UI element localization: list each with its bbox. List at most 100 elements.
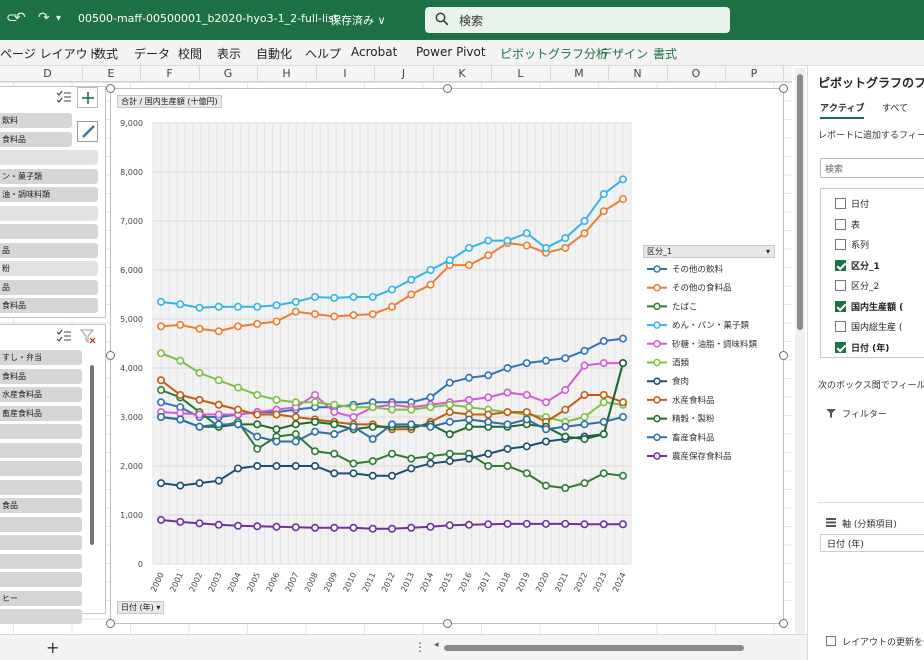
slicer-item[interactable]: [0, 224, 98, 239]
slicer-item[interactable]: [0, 553, 82, 569]
field-item[interactable]: 日付 (年): [835, 341, 889, 355]
ribbon-tab[interactable]: Power Pivot: [416, 45, 486, 59]
pivot-chart[interactable]: 合計 / 国内生産額 (十億円) 0 1,000 2,000 3,000 4,000 5,…: [110, 88, 784, 624]
field-checkbox[interactable]: [835, 259, 846, 271]
column-header[interactable]: N: [633, 67, 642, 80]
column-header[interactable]: H: [282, 67, 291, 80]
slicer-item[interactable]: 食料品: [0, 368, 82, 384]
resize-handle[interactable]: [779, 351, 788, 360]
column-header[interactable]: O: [691, 67, 701, 80]
slicer-item[interactable]: 食品: [0, 498, 82, 513]
slicer-scrollbar[interactable]: [90, 365, 94, 545]
chart-style-button[interactable]: [77, 121, 98, 142]
field-item[interactable]: 国内生産額 (: [835, 300, 903, 314]
value-field-button[interactable]: 合計 / 国内生産額 (十億円): [117, 95, 222, 108]
scroll-left-icon[interactable]: ◂: [434, 640, 439, 650]
ribbon-tab[interactable]: デザイン: [600, 47, 649, 61]
slicer-item[interactable]: 品: [0, 279, 98, 295]
slicer-item[interactable]: 水産食料品: [0, 387, 82, 402]
horizontal-scrollbar[interactable]: ◂: [434, 640, 792, 653]
slicer-item[interactable]: [0, 572, 82, 587]
column-header[interactable]: E: [107, 67, 115, 80]
undo-icon[interactable]: ↶: [14, 10, 26, 26]
file-name[interactable]: 00500-maff-00500001_b2020-hyo3-1_2-full-…: [78, 12, 349, 25]
field-checkbox[interactable]: [835, 321, 846, 332]
multi-select-icon[interactable]: [56, 90, 72, 104]
slicer-item[interactable]: 食料品: [0, 298, 98, 313]
clear-filter-icon[interactable]: [80, 328, 96, 344]
column-separator[interactable]: [374, 66, 375, 82]
field-item[interactable]: 表: [835, 218, 860, 232]
multi-select-icon[interactable]: [56, 329, 72, 343]
column-header[interactable]: P: [750, 67, 758, 80]
ribbon-tab[interactable]: 書式: [653, 47, 678, 61]
field-checkbox[interactable]: [835, 218, 846, 230]
column-header[interactable]: G: [223, 67, 233, 80]
slicer-item[interactable]: 飲料: [0, 113, 72, 128]
vertical-scrollbar[interactable]: [795, 68, 805, 634]
search-box[interactable]: 検索: [425, 7, 730, 33]
column-separator[interactable]: [783, 66, 784, 82]
column-header[interactable]: M: [574, 67, 584, 80]
column-separator[interactable]: [608, 66, 609, 82]
column-header[interactable]: F: [166, 67, 173, 80]
column-separator[interactable]: [316, 66, 317, 82]
slicer-item[interactable]: [0, 461, 82, 476]
column-header[interactable]: I: [343, 67, 347, 80]
resize-handle[interactable]: [443, 84, 452, 93]
saved-status[interactable]: 保存済み ∨: [330, 14, 386, 27]
tab-active[interactable]: アクティブ: [820, 101, 865, 119]
slicer-item[interactable]: 粉: [0, 261, 98, 276]
resize-handle[interactable]: [779, 84, 788, 93]
field-search-input[interactable]: 検索: [820, 158, 924, 178]
ribbon-tab[interactable]: 数式: [94, 47, 119, 61]
ribbon-tab[interactable]: データ: [134, 47, 171, 61]
slicer-item[interactable]: [0, 516, 82, 532]
field-checkbox[interactable]: [835, 280, 846, 291]
slicer-item[interactable]: ン・菓子類: [0, 168, 98, 184]
column-separator[interactable]: [433, 66, 434, 82]
column-separator[interactable]: [550, 66, 551, 82]
slicer-item[interactable]: すし・弁当: [0, 350, 82, 365]
resize-handle[interactable]: [106, 351, 115, 360]
slicer-item[interactable]: 油・調味料類: [0, 187, 98, 202]
ribbon-tab[interactable]: 表示: [217, 47, 242, 61]
slicer-item[interactable]: 食料品: [0, 131, 72, 147]
resize-handle[interactable]: [779, 619, 788, 628]
ribbon-tab[interactable]: ページ レイアウト: [0, 47, 100, 61]
quick-access-dropdown-icon[interactable]: ▾: [56, 13, 62, 24]
resize-handle[interactable]: [106, 84, 115, 93]
column-separator[interactable]: [725, 66, 726, 82]
slicer-item[interactable]: [0, 150, 98, 165]
autosave-icon[interactable]: ⊂: [6, 10, 18, 26]
slicer-item[interactable]: ヒー: [0, 590, 82, 606]
slicer-item[interactable]: [0, 609, 82, 624]
ribbon-tab[interactable]: Acrobat: [351, 45, 398, 59]
field-checkbox[interactable]: [835, 198, 846, 209]
scroll-thumb[interactable]: [797, 74, 803, 330]
slicer-bottom[interactable]: すし・弁当 食料品 水産食料品 畜産食料品 食品 ヒー: [0, 324, 106, 624]
legend-field-button[interactable]: 区分_1 ▾: [643, 245, 775, 258]
column-header[interactable]: K: [458, 67, 466, 80]
column-separator[interactable]: [82, 66, 83, 82]
slicer-item[interactable]: [0, 479, 82, 495]
add-sheet-icon[interactable]: +: [46, 638, 60, 657]
slicer-item[interactable]: [0, 424, 82, 439]
add-field-button[interactable]: [77, 87, 98, 108]
axis-field-chip[interactable]: 日付 (年): [820, 534, 924, 552]
field-checkbox[interactable]: [835, 300, 846, 312]
axis-field-button[interactable]: 日付 (年) ▾: [117, 601, 165, 614]
field-item[interactable]: 日付: [835, 197, 869, 211]
slicer-item[interactable]: 品: [0, 242, 98, 258]
ribbon-tab[interactable]: 自動化: [256, 47, 293, 61]
field-checkbox[interactable]: [835, 239, 846, 250]
slicer-item[interactable]: [0, 535, 82, 550]
more-options-icon[interactable]: ⋮: [414, 640, 426, 654]
column-separator[interactable]: [140, 66, 141, 82]
ribbon-tab[interactable]: ヘルプ: [305, 47, 342, 61]
column-header[interactable]: D: [43, 67, 52, 80]
field-item[interactable]: 区分_2: [835, 279, 879, 293]
field-checkbox[interactable]: [835, 341, 846, 353]
field-item[interactable]: 系列: [835, 238, 869, 252]
scroll-thumb[interactable]: [444, 645, 744, 651]
